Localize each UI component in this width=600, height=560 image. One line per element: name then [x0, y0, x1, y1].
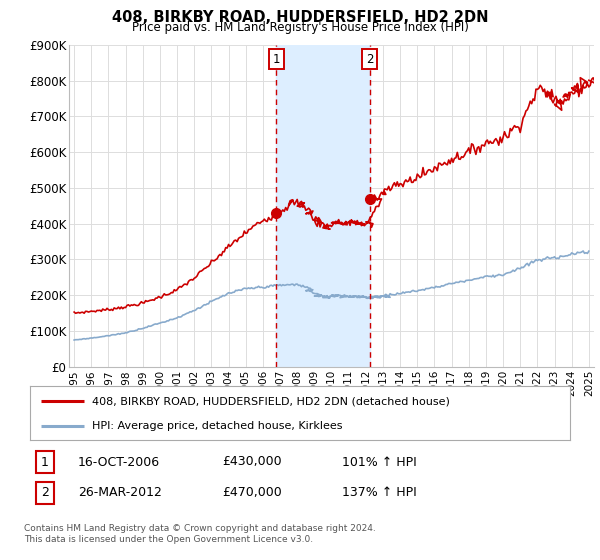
Text: 408, BIRKBY ROAD, HUDDERSFIELD, HD2 2DN: 408, BIRKBY ROAD, HUDDERSFIELD, HD2 2DN	[112, 10, 488, 25]
Text: 137% ↑ HPI: 137% ↑ HPI	[342, 486, 417, 500]
Text: £430,000: £430,000	[222, 455, 281, 469]
Text: £470,000: £470,000	[222, 486, 282, 500]
Text: 408, BIRKBY ROAD, HUDDERSFIELD, HD2 2DN (detached house): 408, BIRKBY ROAD, HUDDERSFIELD, HD2 2DN …	[92, 396, 450, 407]
Text: 2: 2	[41, 486, 49, 500]
Bar	[277, 45, 370, 367]
Text: 2: 2	[366, 53, 374, 66]
Text: Contains HM Land Registry data © Crown copyright and database right 2024.: Contains HM Land Registry data © Crown c…	[24, 524, 376, 533]
Text: HPI: Average price, detached house, Kirklees: HPI: Average price, detached house, Kirk…	[92, 421, 343, 431]
Text: 16-OCT-2006: 16-OCT-2006	[78, 455, 160, 469]
Text: 1: 1	[41, 455, 49, 469]
Text: 26-MAR-2012: 26-MAR-2012	[78, 486, 162, 500]
Text: 101% ↑ HPI: 101% ↑ HPI	[342, 455, 417, 469]
Text: This data is licensed under the Open Government Licence v3.0.: This data is licensed under the Open Gov…	[24, 535, 313, 544]
Text: 1: 1	[272, 53, 280, 66]
Text: Price paid vs. HM Land Registry's House Price Index (HPI): Price paid vs. HM Land Registry's House …	[131, 21, 469, 34]
